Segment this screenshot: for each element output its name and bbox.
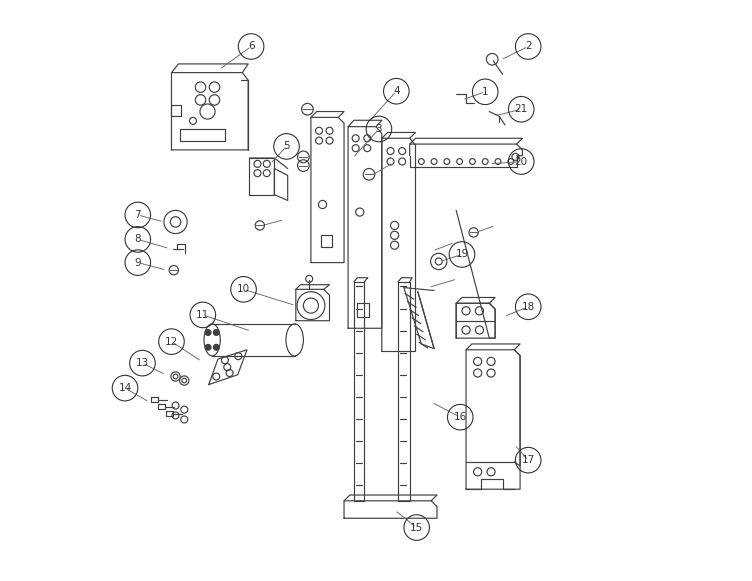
Text: 3: 3 bbox=[375, 124, 382, 134]
Text: 17: 17 bbox=[522, 455, 535, 465]
Text: 12: 12 bbox=[165, 336, 178, 347]
Circle shape bbox=[214, 345, 219, 350]
Text: 9: 9 bbox=[135, 257, 141, 268]
Text: 18: 18 bbox=[522, 302, 535, 312]
Text: 11: 11 bbox=[196, 310, 210, 320]
Text: 21: 21 bbox=[514, 104, 528, 114]
Text: 10: 10 bbox=[237, 284, 250, 295]
Text: 6: 6 bbox=[247, 41, 254, 52]
Text: 2: 2 bbox=[525, 41, 532, 52]
Text: 7: 7 bbox=[135, 210, 141, 220]
Text: 13: 13 bbox=[136, 358, 149, 368]
Text: 19: 19 bbox=[456, 249, 468, 260]
Text: 8: 8 bbox=[135, 234, 141, 245]
Circle shape bbox=[205, 345, 211, 350]
Circle shape bbox=[205, 329, 211, 335]
Text: 1: 1 bbox=[482, 87, 489, 97]
Text: 5: 5 bbox=[284, 141, 290, 152]
Text: 20: 20 bbox=[514, 156, 528, 167]
Circle shape bbox=[214, 329, 219, 335]
Text: 16: 16 bbox=[453, 412, 467, 422]
Text: 15: 15 bbox=[410, 522, 423, 533]
Text: 14: 14 bbox=[118, 383, 132, 393]
Text: 4: 4 bbox=[393, 86, 399, 96]
